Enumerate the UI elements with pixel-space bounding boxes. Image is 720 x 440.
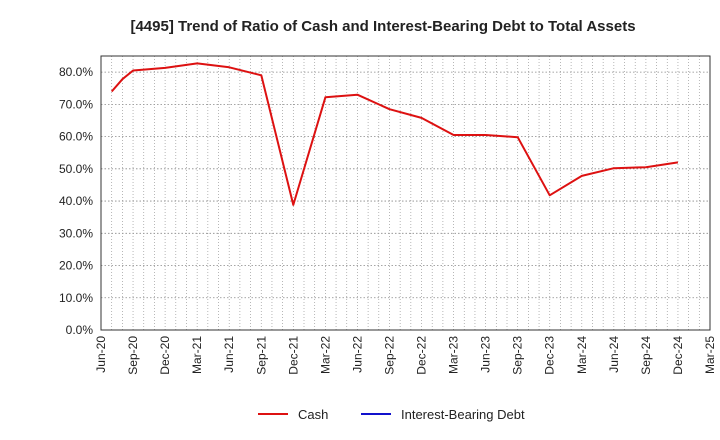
x-tick-label: Dec-24 (671, 336, 685, 375)
x-tick-label: Dec-20 (158, 336, 172, 375)
legend-label-0: Cash (298, 407, 328, 422)
y-tick-label: 10.0% (59, 291, 93, 305)
x-tick-label: Jun-22 (350, 336, 364, 373)
x-tick-label: Mar-25 (703, 336, 717, 374)
x-tick-label: Dec-21 (286, 336, 300, 375)
y-tick-label: 0.0% (66, 323, 94, 337)
x-tick-label: Mar-22 (318, 336, 332, 374)
x-axis: Jun-20 Sep-20 Dec-20 Mar-21 Jun-21 Sep-21 Dec-… (94, 336, 717, 375)
y-tick-label: 80.0% (59, 65, 93, 79)
x-tick-label: Sep-21 (254, 336, 268, 375)
chart-title: [4495] Trend of Ratio of Cash and Intere… (130, 18, 635, 35)
x-tick-label: Sep-23 (511, 336, 525, 375)
x-tick-label: Dec-22 (415, 336, 429, 375)
x-tick-label: Sep-22 (382, 336, 396, 375)
x-tick-label: Sep-20 (126, 336, 140, 375)
x-tick-label: Mar-23 (447, 336, 461, 374)
x-tick-label: Jun-23 (479, 336, 493, 373)
x-tick-label: Sep-24 (639, 336, 653, 375)
series-layer (110, 62, 679, 206)
y-axis: 0.0% 10.0% 20.0% 30.0% 40.0% 50.0% 60.0% 70.0% 8… (59, 65, 93, 337)
y-tick-label: 30.0% (59, 226, 93, 240)
x-tick-label: Jun-20 (94, 336, 108, 373)
x-tick-label: Jun-24 (607, 336, 621, 373)
y-tick-label: 70.0% (59, 97, 93, 111)
x-tick-label: Jun-21 (222, 336, 236, 373)
y-tick-label: 40.0% (59, 194, 93, 208)
x-tick-label: Mar-21 (190, 336, 204, 374)
y-tick-label: 60.0% (59, 130, 93, 144)
x-tick-label: Mar-24 (575, 336, 589, 374)
y-tick-label: 20.0% (59, 259, 93, 273)
x-tick-label: Dec-23 (543, 336, 557, 375)
legend-label-1: Interest-Bearing Debt (401, 407, 525, 422)
grid (101, 56, 710, 330)
plot-frame (100, 55, 711, 331)
legend: Cash Interest-Bearing Debt (258, 407, 525, 422)
series-line-0 (110, 62, 679, 206)
y-tick-label: 50.0% (59, 162, 93, 176)
